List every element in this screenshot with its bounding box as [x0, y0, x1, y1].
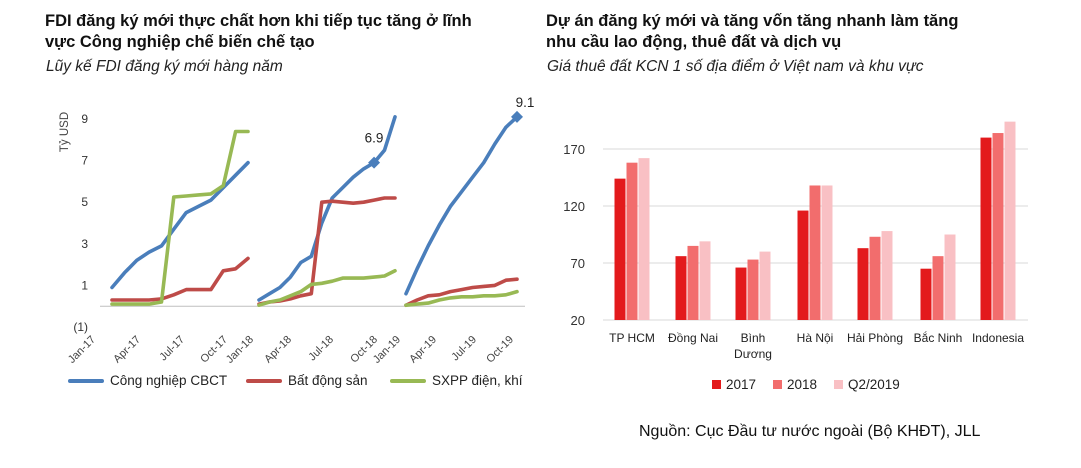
legend-swatch-cbct	[68, 378, 104, 383]
bar-2017-0	[614, 178, 626, 320]
bar-2017-2	[735, 267, 747, 320]
series-line-1-part-1	[110, 160, 250, 290]
point-marker	[511, 110, 523, 123]
legend-label-2018: 2018	[787, 377, 818, 392]
bar-Q2-2019-1	[699, 241, 711, 320]
bar-2017-5	[920, 268, 932, 320]
source-note: Nguồn: Cục Đầu tư nước ngoài (Bộ KHĐT), …	[639, 423, 981, 440]
bar-Q2-2019-6	[1004, 121, 1016, 320]
point-marker	[368, 156, 381, 169]
bar-Q2-2019-0	[638, 158, 650, 320]
category-label: Indonesia	[972, 331, 1024, 345]
left-title-line-1: FDI đăng ký mới thực chất hơn khi tiếp t…	[45, 12, 472, 30]
bar-2018-0	[626, 162, 638, 320]
category-label: TP HCM	[609, 331, 655, 345]
data-label: 6.9	[365, 131, 384, 146]
y-tick-label: 120	[563, 199, 585, 214]
right-title-line-1: Dự án đăng ký mới và tăng vốn tăng nhanh…	[546, 12, 959, 30]
series-line-2-part-3	[404, 277, 519, 308]
bar-2017-3	[797, 210, 809, 320]
y-tick-label: 170	[563, 142, 585, 157]
series-line-3-part-2	[257, 268, 397, 308]
bar-Q2-2019-4	[881, 231, 893, 320]
bar-Q2-2019-2	[759, 251, 771, 320]
bar-2018-2	[747, 259, 759, 320]
y-tick-label: (1)	[73, 320, 88, 334]
left-chart-subtitle: Lũy kế FDI đăng ký mới hàng năm	[46, 58, 283, 75]
right-title-line-2: nhu cầu lao động, thuê đất và dịch vụ	[546, 33, 842, 51]
y-tick-label: 1	[81, 278, 88, 292]
series-line-2-part-1	[110, 256, 250, 302]
bar-2017-6	[980, 137, 992, 320]
legend-swatch-bds	[246, 378, 282, 383]
legend-label-2017: 2017	[726, 377, 757, 392]
bar-Q2-2019-3	[821, 185, 833, 320]
line-legend-bds: Bất động sản	[246, 373, 368, 388]
legend-swatch-q2-2019	[834, 380, 843, 389]
line-legend-cbct: Công nghiệp CBCT	[68, 373, 227, 388]
y-tick-label: 20	[571, 313, 585, 328]
legend-label-q2-2019: Q2/2019	[848, 377, 900, 392]
category-label: Đồng Nai	[668, 331, 718, 345]
y-axis-title: Tỷ USD	[59, 112, 71, 152]
line-legend-sxpp: SXPP điện, khí	[390, 373, 523, 388]
right-chart-title: Dự án đăng ký mới và tăng vốn tăng nhanh…	[546, 11, 958, 53]
left-chart-title: FDI đăng ký mới thực chất hơn khi tiếp t…	[45, 11, 472, 53]
legend-swatch-2018	[773, 380, 782, 389]
left-title-line-2: vực Công nghiệp chế biến chế tạo	[45, 33, 315, 51]
bar-chart: 20 70 120 170 TP HCM Đồng Nai Bình Dương Hà Nội H…	[563, 121, 1028, 361]
bar-legend-2017: 2017	[712, 377, 756, 392]
category-label: Bắc Ninh	[914, 330, 963, 345]
bar-2018-4	[869, 236, 881, 320]
series-line-1-part-3	[404, 115, 519, 296]
bar-2018-5	[932, 256, 944, 320]
bar-2017-1	[675, 256, 687, 320]
y-tick-label: 7	[81, 154, 88, 168]
y-tick-label: 3	[81, 237, 88, 251]
legend-label-sxpp: SXPP điện, khí	[432, 373, 523, 388]
category-label: Bình	[741, 331, 766, 345]
bar-legend-2018: 2018	[773, 377, 817, 392]
legend-label-cbct: Công nghiệp CBCT	[110, 373, 228, 388]
series-line-3-part-3	[404, 289, 519, 308]
bar-2018-3	[809, 185, 821, 320]
category-label: Hải Phòng	[847, 331, 903, 345]
data-label: 9.1	[516, 95, 535, 110]
bar-legend-q2-2019: Q2/2019	[834, 377, 900, 392]
right-chart-subtitle: Giá thuê đất KCN 1 số địa điểm ở Việt na…	[547, 58, 924, 75]
y-tick-label: 9	[81, 112, 88, 126]
legend-swatch-sxpp	[390, 378, 426, 383]
legend-label-bds: Bất động sản	[288, 373, 368, 388]
legend-swatch-2017	[712, 380, 721, 389]
category-label: Hà Nội	[797, 331, 834, 345]
category-label: Dương	[734, 347, 772, 361]
bar-2017-4	[857, 248, 869, 320]
bar-Q2-2019-5	[944, 234, 956, 320]
bar-2018-1	[687, 245, 699, 320]
series-line-3-part-1	[110, 129, 250, 306]
y-tick-label: 70	[571, 256, 585, 271]
y-tick-label: 5	[81, 195, 88, 209]
bar-2018-6	[992, 133, 1004, 320]
